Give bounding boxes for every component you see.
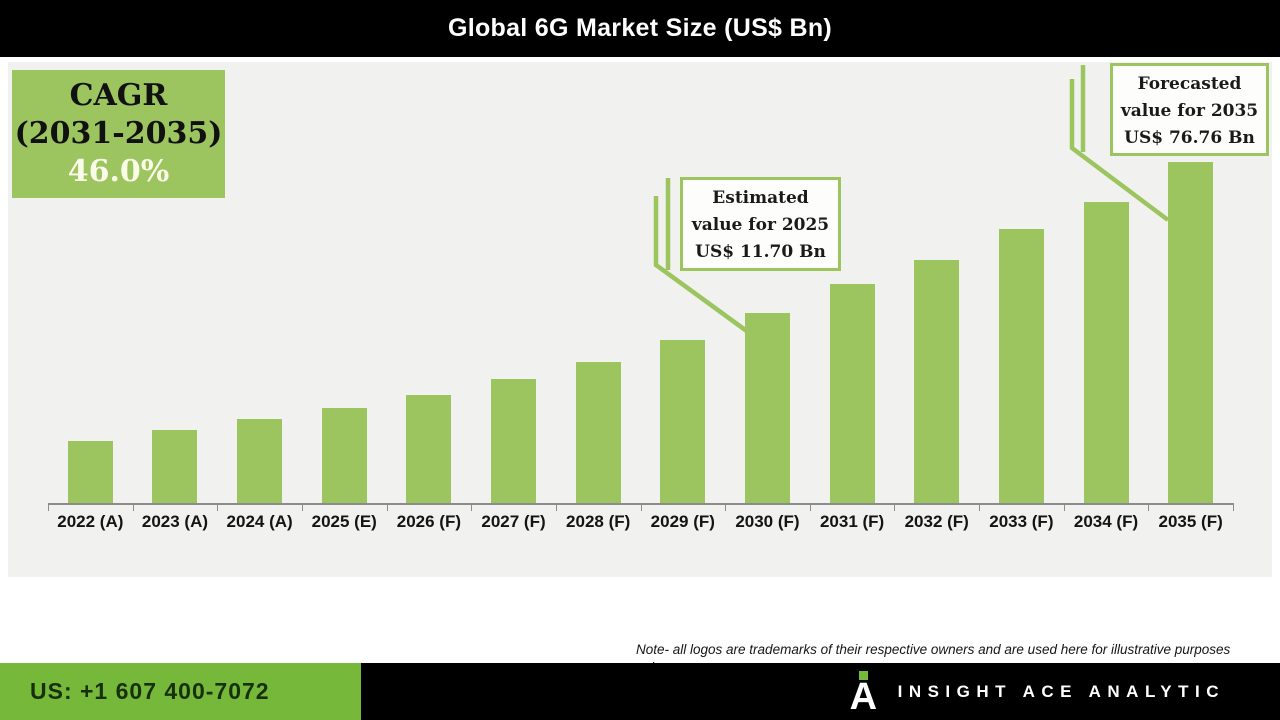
contributors-band: Market Contributors: HUAWEI Google cisco [0,577,1280,663]
bar-2028 (F) [575,362,621,503]
x-axis-label: 2029 (F) [650,512,715,531]
title-bar: Global 6G Market Size (US$ Bn) [0,0,1280,57]
bar-2030 (F) [744,313,790,503]
bar-series [48,62,1233,503]
bar-slot [217,62,302,503]
footer-contact-bar: US: +1 607 400-7072 [0,663,361,720]
x-axis-label: 2035 (F) [1158,512,1223,531]
x-axis-label: 2033 (F) [989,512,1054,531]
footer-brand-bar: A INSIGHT ACE ANALYTIC [361,663,1280,720]
phone-number: US: +1 607 400-7072 [30,678,270,704]
forecast-line2: value for 2035 [1120,101,1259,121]
x-axis-label: 2024 (A) [226,512,293,531]
axis-tick [555,505,557,511]
x-axis-label: 2030 (F) [735,512,800,531]
forecast-value-callout: Forecasted value for 2035 US$ 76.76 Bn [1110,63,1269,156]
estimated-line1: Estimated [712,188,809,208]
axis-tick [386,505,388,511]
bar-2031 (F) [829,284,875,503]
x-axis-label: 2032 (F) [904,512,969,531]
bar-slot [302,62,387,503]
axis-tick [48,505,49,511]
forecast-line3: US$ 76.76 Bn [1124,128,1255,148]
cagr-badge: CAGR (2031-2035) 46.0% [12,70,225,198]
bar-slot [48,62,133,503]
brand-name: INSIGHT ACE ANALYTIC [897,681,1225,701]
bar-2027 (F) [491,379,537,503]
axis-tick [301,505,303,511]
bar-2029 (F) [660,340,706,503]
axis-tick [217,505,219,511]
bar-2025 (E) [321,408,367,503]
cagr-label: CAGR [69,78,168,113]
x-axis-label: 2027 (F) [481,512,546,531]
bar-2034 (F) [1083,202,1129,503]
bar-2024 (A) [237,419,283,503]
page-title: Global 6G Market Size (US$ Bn) [447,14,833,42]
bar-slot [894,62,979,503]
insightace-logo-icon: A [850,670,882,718]
bar-slot [387,62,472,503]
brand-green-dot [858,670,868,680]
chart-panel: CAGR (2031-2035) 46.0% 2022 (A) 2023 (A) 2… [8,62,1272,577]
bar-slot [725,62,810,503]
forecast-line1: Forecasted [1137,74,1242,94]
bar-2022 (A) [67,441,113,503]
x-axis-label: 2028 (F) [566,512,631,531]
bar-2035 (F) [1168,162,1214,503]
x-axis-label: 2022 (A) [57,512,124,531]
axis-tick [640,505,642,511]
bar-2032 (F) [914,260,960,503]
x-axis-label: 2031 (F) [819,512,885,531]
bar-2033 (F) [998,229,1044,503]
x-axis-label: 2023 (A) [141,512,209,531]
brand-lockup: A INSIGHT ACE ANALYTIC [850,663,1225,720]
bar-slot [1148,62,1233,503]
bar-slot [556,62,641,503]
estimated-line2: value for 2025 [691,215,830,235]
x-axis-label: 2025 (E) [311,512,377,531]
bar-slot [640,62,725,503]
cagr-value: 46.0% [67,154,170,189]
cagr-period: (2031-2035) [14,116,223,151]
bar-slot [471,62,556,503]
bar-slot [979,62,1064,503]
bar-slot [133,62,218,503]
axis-tick [725,505,727,511]
bar-slot [810,62,895,503]
trademark-note-line1: Note- all logos are trademarks of their … [636,642,1231,657]
axis-tick [894,505,896,511]
axis-tick [809,505,811,511]
x-axis-labels: 2022 (A) 2023 (A) 2024 (A) 2025 (E) 2026 (F)… [48,512,1233,536]
axis-tick [1148,505,1150,511]
x-axis-line [48,503,1234,505]
axis-tick [1233,505,1234,511]
bar-slot [1064,62,1149,503]
estimated-value-callout: Estimated value for 2025 US$ 11.70 Bn [680,177,841,271]
x-axis-label: 2026 (F) [396,512,461,531]
axis-tick [132,505,134,511]
axis-tick [979,505,981,511]
axis-tick [1063,505,1065,511]
bar-2023 (A) [152,430,198,503]
bar-2026 (F) [406,395,452,503]
axis-tick [471,505,473,511]
estimated-line3: US$ 11.70 Bn [695,242,826,262]
x-axis-label: 2034 (F) [1073,512,1139,531]
